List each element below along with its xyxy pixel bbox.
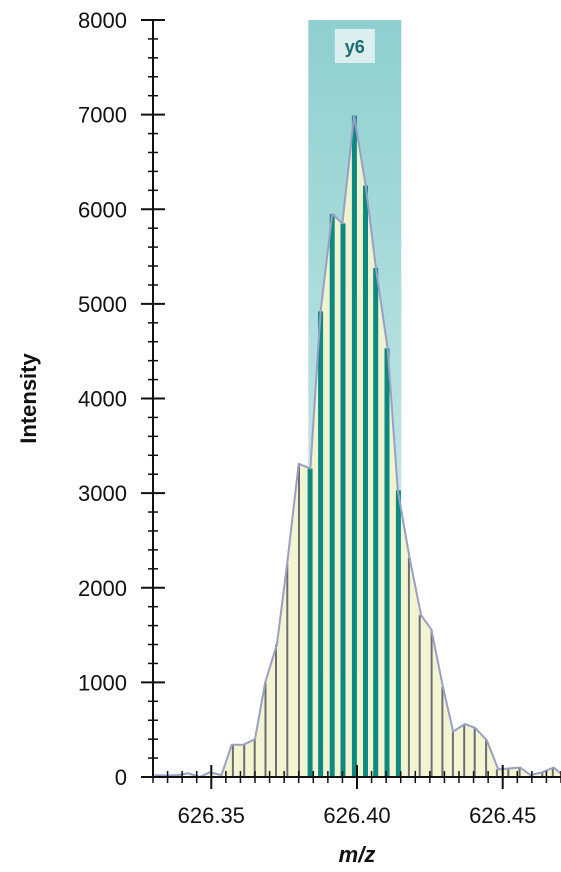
- bars-top-layer: [231, 115, 554, 778]
- spectrum-bar: [243, 744, 246, 777]
- spectrum-bar: [363, 185, 368, 778]
- spectrum-bar: [485, 740, 488, 777]
- y-tick-label: 7000: [78, 103, 127, 128]
- spectrum-bar: [418, 615, 421, 777]
- spectrum-bar: [264, 682, 267, 777]
- spectrum-bar: [298, 463, 300, 777]
- y-axis-title: Intensity: [16, 353, 41, 444]
- y-tick-label: 6000: [78, 197, 127, 222]
- spectrum-bar: [384, 348, 390, 777]
- spectrum-bar: [551, 767, 554, 777]
- profile-line: [154, 114, 561, 778]
- spectrum-bar: [395, 490, 401, 777]
- region-label-background: [334, 29, 375, 63]
- x-tick-label: 626.35: [178, 803, 245, 828]
- spectrum-bar: [451, 731, 454, 777]
- spectrum-bar: [307, 468, 313, 777]
- y-tick-label: 2000: [78, 576, 127, 601]
- spectrum-bar: [541, 772, 544, 777]
- y-tick-label: 0: [115, 765, 127, 790]
- y-tick-label: 4000: [78, 387, 127, 412]
- y-tick-label: 1000: [78, 670, 127, 695]
- y-ticks-layer: 0 1000 2000 3000 4000 5000 6000 7000 8000: [78, 8, 165, 790]
- spectrum-bar: [473, 727, 476, 777]
- spectrum-bar: [231, 744, 234, 777]
- spectrum-bar: [518, 767, 521, 777]
- spectrum-bar: [340, 223, 346, 777]
- y-tick-label: 3000: [78, 481, 127, 506]
- spectrum-bar: [373, 267, 379, 777]
- spectrum-bar: [286, 564, 289, 777]
- spectrum-bar: [351, 115, 357, 778]
- spectrum-bar: [463, 724, 466, 777]
- x-tick-label: 626.45: [469, 803, 536, 828]
- spectrum-bar: [507, 768, 510, 777]
- profile-area: [154, 115, 561, 777]
- x-tick-label: 626.40: [323, 803, 390, 828]
- spectrum-bar: [407, 557, 410, 777]
- spectrum-bar: [441, 687, 444, 777]
- spectrum-bar: [495, 769, 498, 777]
- spectrum-bar: [275, 644, 277, 777]
- spectrum-bar: [430, 629, 433, 777]
- region-label: y6: [345, 37, 365, 57]
- spectrum-bar: [253, 739, 256, 777]
- x-ticks-layer: 626.35 626.40 626.45: [152, 765, 561, 828]
- spectrum-bar: [329, 214, 335, 777]
- x-axis-title: m/z: [339, 842, 376, 867]
- spectrum-bar: [318, 311, 324, 777]
- y-tick-label: 5000: [78, 292, 127, 317]
- y-tick-label: 8000: [78, 8, 127, 33]
